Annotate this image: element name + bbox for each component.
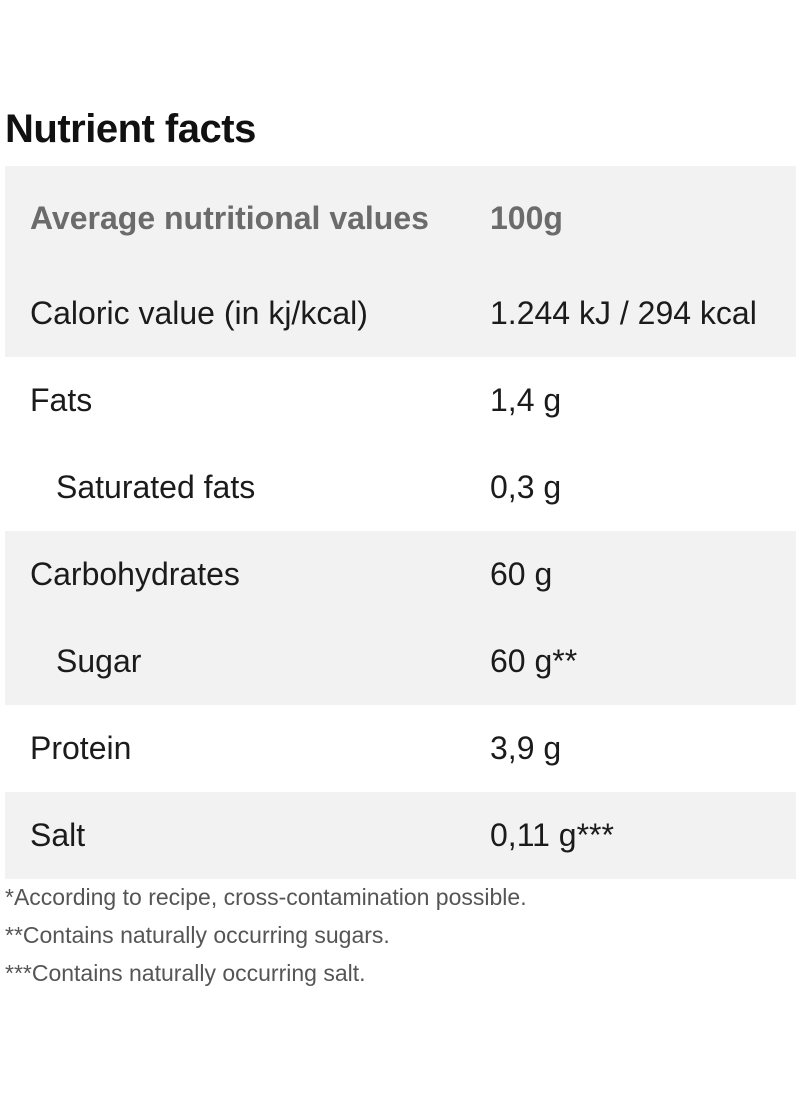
- table-row-fats: Fats 1,4 g: [5, 357, 796, 444]
- footnote-salt: ***Contains naturally occurring salt.: [5, 960, 366, 986]
- table-row-caloric-value: Caloric value (in kj/kcal) 1.244 kJ / 29…: [5, 270, 796, 357]
- row-value: 60 g: [490, 556, 553, 592]
- row-label: Protein: [30, 730, 132, 766]
- row-label: Caloric value (in kj/kcal): [30, 295, 368, 331]
- row-value: 1.244 kJ / 294 kcal: [490, 295, 757, 331]
- row-label: Carbohydrates: [30, 556, 240, 592]
- row-value: 3,9 g: [490, 730, 562, 766]
- footnotes: *According to recipe, cross-contaminatio…: [5, 878, 795, 992]
- row-value: 60 g**: [490, 643, 578, 679]
- table-header-row: Average nutritional values 100g: [5, 166, 796, 270]
- row-label: Fats: [30, 382, 93, 418]
- row-value: 0,3 g: [490, 469, 562, 505]
- page-title: Nutrient facts: [5, 107, 256, 151]
- footnote-sugars: **Contains naturally occurring sugars.: [5, 922, 390, 948]
- row-label: Sugar: [56, 643, 142, 679]
- row-value: 1,4 g: [490, 382, 562, 418]
- header-label: Average nutritional values: [30, 199, 429, 236]
- table-row-carbohydrates: Carbohydrates 60 g: [5, 531, 796, 618]
- header-value: 100g: [490, 199, 563, 236]
- row-value: 0,11 g***: [490, 817, 614, 853]
- table-row-salt: Salt 0,11 g***: [5, 792, 796, 879]
- table-row-saturated-fats: Saturated fats 0,3 g: [5, 444, 796, 531]
- table-row-sugar: Sugar 60 g**: [5, 618, 796, 705]
- row-label: Salt: [30, 817, 86, 853]
- nutrition-table: Average nutritional values 100g Caloric …: [5, 166, 796, 879]
- table-row-protein: Protein 3,9 g: [5, 705, 796, 792]
- row-label: Saturated fats: [56, 469, 256, 505]
- footnote-recipe: *According to recipe, cross-contaminatio…: [5, 884, 527, 910]
